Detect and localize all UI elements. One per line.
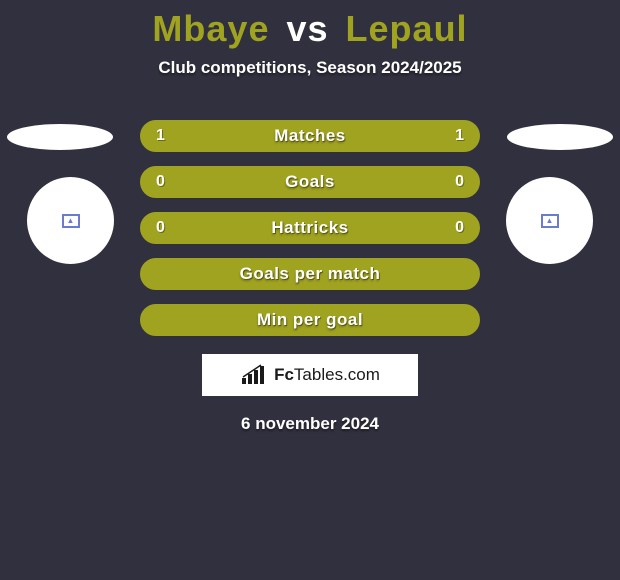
stat-label: Min per goal <box>257 310 363 330</box>
player-avatar-left: ▲ <box>27 177 114 264</box>
stat-value-right: 0 <box>455 219 464 237</box>
player-avatar-right: ▲ <box>506 177 593 264</box>
stat-value-right: 0 <box>455 173 464 191</box>
comparison-subtitle: Club competitions, Season 2024/2025 <box>0 58 620 78</box>
image-placeholder-icon: ▲ <box>541 214 559 228</box>
brand-text-rest: Tables.com <box>294 365 380 384</box>
footer-date: 6 november 2024 <box>0 414 620 434</box>
stat-label: Goals per match <box>240 264 381 284</box>
stat-value-left: 0 <box>156 173 165 191</box>
vs-label: vs <box>286 8 328 49</box>
team-badge-placeholder-left <box>7 124 113 150</box>
image-placeholder-icon: ▲ <box>62 214 80 228</box>
stat-value-right: 1 <box>455 127 464 145</box>
stat-value-left: 0 <box>156 219 165 237</box>
stat-row-goals-per-match: Goals per match <box>140 258 480 290</box>
fctables-logo-icon <box>240 364 268 386</box>
stat-label: Goals <box>285 172 335 192</box>
brand-text: FcTables.com <box>274 365 380 385</box>
team-badge-placeholder-right <box>507 124 613 150</box>
comparison-title: Mbaye vs Lepaul <box>0 0 620 50</box>
brand-badge: FcTables.com <box>202 354 418 396</box>
stat-label: Hattricks <box>271 218 348 238</box>
player-right-name: Lepaul <box>346 8 468 49</box>
stat-row-matches: 1 Matches 1 <box>140 120 480 152</box>
stat-row-min-per-goal: Min per goal <box>140 304 480 336</box>
brand-text-bold: Fc <box>274 365 294 384</box>
stats-rows: 1 Matches 1 0 Goals 0 0 Hattricks 0 Goal… <box>140 120 480 336</box>
stat-label: Matches <box>274 126 346 146</box>
stat-value-left: 1 <box>156 127 165 145</box>
player-left-name: Mbaye <box>152 8 269 49</box>
stat-row-goals: 0 Goals 0 <box>140 166 480 198</box>
stat-row-hattricks: 0 Hattricks 0 <box>140 212 480 244</box>
